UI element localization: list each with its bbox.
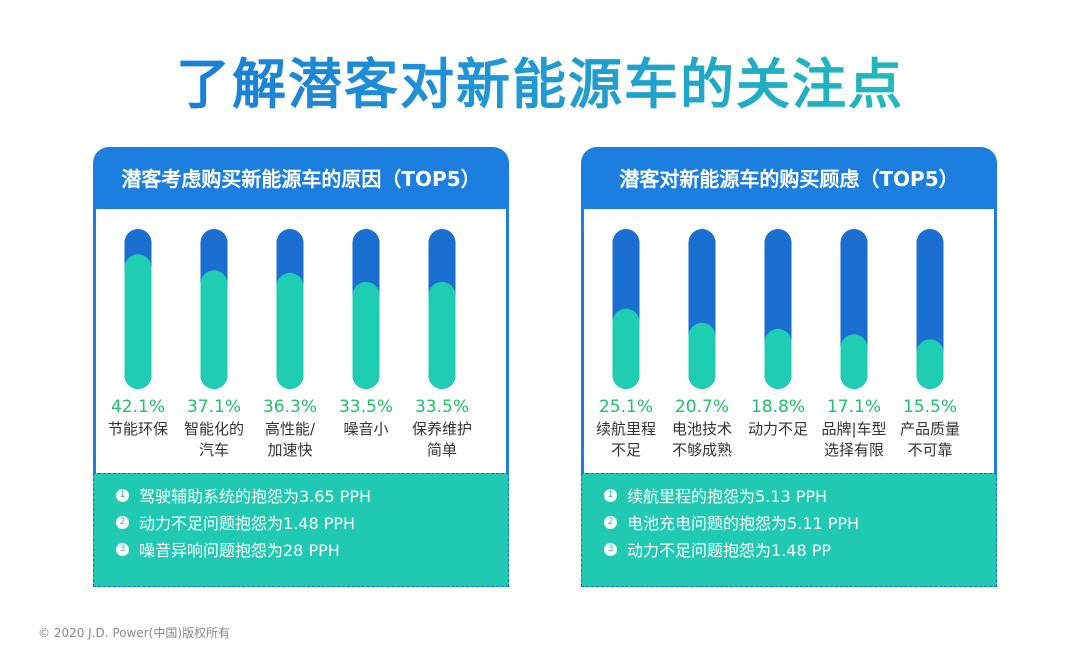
note-number-badge: 1 (604, 489, 617, 502)
category-label: 不足 (611, 441, 641, 459)
copyright-footer: © 2020 J.D. Power(中国)版权所有 (38, 626, 231, 640)
value-label: 33.5% (339, 397, 393, 417)
note-item: 3 动力不足问题抱怨为1.48 PP (604, 538, 831, 564)
category-label: 不可靠 (907, 441, 952, 459)
bar (352, 281, 380, 389)
note-number-badge: 3 (116, 543, 129, 556)
category-label: 不够成熟 (672, 441, 732, 459)
reasons-panel-header: 潜客考虑购买新能源车的原因（TOP5） (93, 147, 509, 209)
note-item: 1 驾驶辅助系统的抱怨为3.65 PPH (116, 484, 371, 510)
value-label: 15.5% (903, 397, 957, 417)
value-label: 20.7% (675, 397, 729, 417)
page-title: 了解潜客对新能源车的关注点 (0, 40, 1080, 119)
category-label: 电池技术 (672, 420, 732, 438)
value-label: 37.1% (187, 397, 241, 417)
value-label: 25.1% (599, 397, 653, 417)
bar (688, 322, 716, 389)
note-number-badge: 2 (116, 516, 129, 529)
category-label: 简单 (427, 441, 457, 459)
category-label: 节能环保 (108, 420, 168, 438)
note-item: 1 续航里程的抱怨为5.13 PPH (604, 484, 827, 510)
reasons-notes: 1 驾驶辅助系统的抱怨为3.65 PPH 2 动力不足问题抱怨为1.48 PPH 3… (93, 473, 509, 587)
bar (764, 328, 792, 389)
note-text: 噪音异响问题抱怨为28 PPH (139, 541, 340, 560)
category-label: 保养维护 (412, 420, 472, 438)
note-text: 动力不足问题抱怨为1.48 PP (627, 541, 832, 560)
category-label: 产品质量 (900, 420, 960, 438)
category-label: 加速快 (267, 441, 312, 459)
category-label: 续航里程 (596, 420, 656, 438)
bar (124, 254, 152, 389)
value-label: 18.8% (751, 397, 805, 417)
category-label: 高性能/ (265, 420, 316, 438)
category-label: 智能化的 (184, 420, 244, 438)
category-label: 汽车 (199, 441, 229, 459)
bar (612, 308, 640, 389)
note-item: 3 噪音异响问题抱怨为28 PPH (116, 538, 340, 564)
bar (200, 270, 228, 389)
note-number-badge: 3 (604, 543, 617, 556)
note-text: 动力不足问题抱怨为1.48 PPH (139, 514, 356, 533)
reasons-chart: 42.1% 节能环保 37.1% 智能化的汽车 36.3% 高性能/加速快 33.5% 噪音小… (93, 209, 509, 473)
reasons-panel: 潜客考虑购买新能源车的原因（TOP5） 42.1% 节能环保 37.1% 智能化的汽车… (93, 147, 509, 587)
note-number-badge: 2 (604, 516, 617, 529)
concerns-chart: 25.1% 续航里程不足 20.7% 电池技术不够成熟 18.8% 动力不足 17.1% 品牌… (581, 209, 997, 473)
value-label: 17.1% (827, 397, 881, 417)
category-label: 品牌|车型 (821, 420, 886, 438)
value-label: 42.1% (111, 397, 165, 417)
concerns-panel: 潜客对新能源车的购买顾虑（TOP5） 25.1% 续航里程不足 20.7% 电池技术不… (581, 147, 997, 587)
bar (916, 339, 944, 389)
category-label: 动力不足 (748, 420, 808, 438)
concerns-panel-header: 潜客对新能源车的购买顾虑（TOP5） (581, 147, 997, 209)
value-label: 36.3% (263, 397, 317, 417)
category-label: 噪音小 (343, 420, 388, 438)
bar (840, 334, 868, 389)
note-text: 续航里程的抱怨为5.13 PPH (627, 487, 828, 506)
bar (276, 272, 304, 389)
bar (428, 281, 456, 389)
note-text: 驾驶辅助系统的抱怨为3.65 PPH (139, 487, 372, 506)
note-text: 电池充电问题的抱怨为5.11 PPH (627, 514, 860, 533)
note-item: 2 动力不足问题抱怨为1.48 PPH (116, 511, 355, 537)
note-number-badge: 1 (116, 489, 129, 502)
note-item: 2 电池充电问题的抱怨为5.11 PPH (604, 511, 859, 537)
category-label: 选择有限 (824, 441, 884, 459)
value-label: 33.5% (415, 397, 469, 417)
